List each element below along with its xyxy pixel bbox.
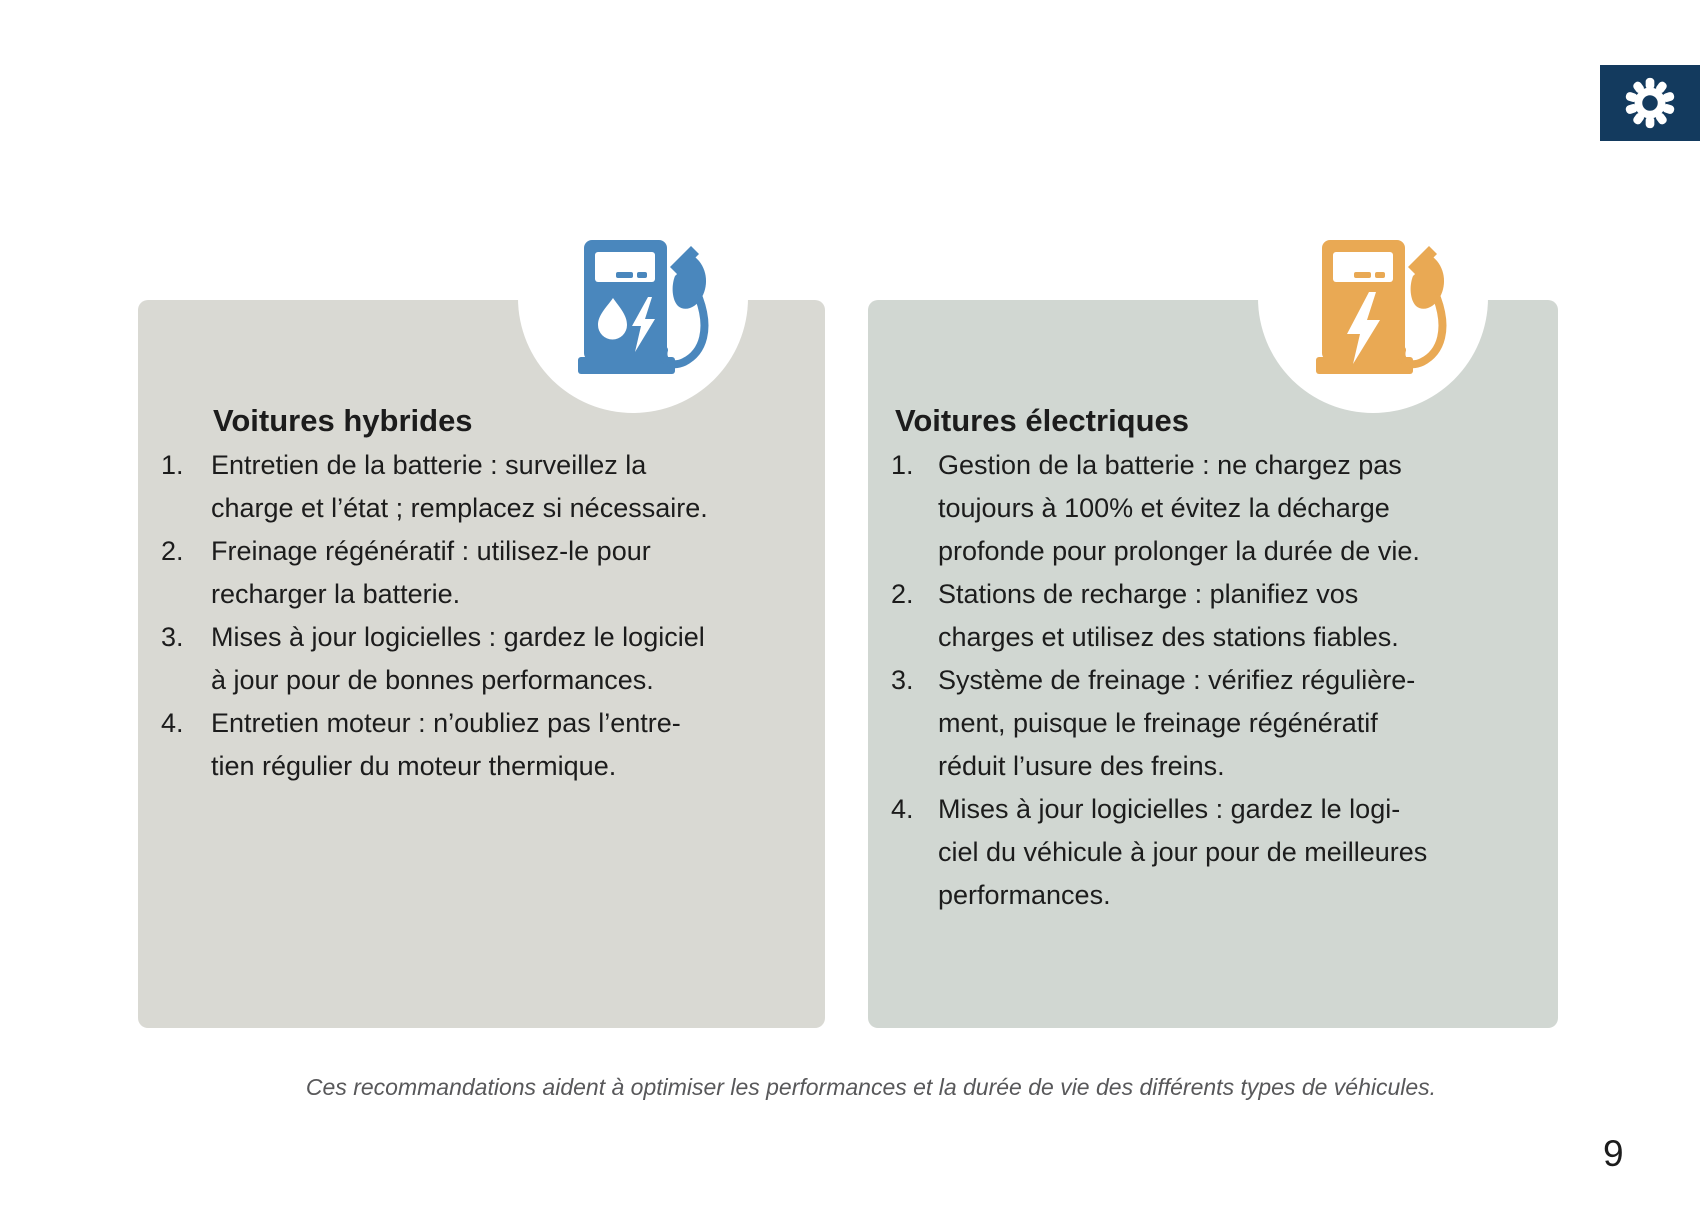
list-item-text: Entretien de la batterie : surveillez la… [211,450,708,523]
list-item-text: Système de freinage : vérifiez régulière… [938,665,1416,781]
list-item: 2. Freinage régénératif : utilisez-le pou… [161,530,708,616]
hybrid-card [138,300,825,1028]
electric-card [868,300,1558,1028]
list-item-number: 3. [891,665,914,695]
list-item: 4. Entretien moteur : n’oubliez pas l’ent… [161,702,708,788]
list-item-text: Mises à jour logicielles : gardez le log… [211,622,705,695]
list-item-text: Entretien moteur : n’oubliez pas l’entre… [211,708,681,781]
hybrid-card-title: Voitures hybrides [213,402,473,438]
list-item: 3. Système de freinage : vérifiez réguliè… [891,659,1427,788]
list-item-number: 1. [891,450,914,480]
gear-icon [1625,77,1675,129]
electric-charging-pump-icon [1316,240,1447,374]
footer-note: Ces recommandations aident à optimiser l… [305,1074,1437,1100]
list-item: 4. Mises à jour logicielles : gardez le l… [891,788,1427,917]
list-item-number: 4. [891,794,914,824]
list-item-number: 3. [161,622,184,652]
electric-tips-list: 1. Gestion de la batterie : ne chargez pa… [891,444,1427,917]
list-item: 3. Mises à jour logicielles : gardez le l… [161,616,708,702]
list-item-text: Freinage régénératif : utilisez-le pour r… [211,536,651,609]
list-item: 1. Entretien de la batterie : surveillez … [161,444,708,530]
hybrid-tips-list: 1. Entretien de la batterie : surveillez … [161,444,708,788]
page-number: 9 [1603,1133,1624,1174]
hybrid-fuel-pump-icon [578,240,709,374]
list-item: 1. Gestion de la batterie : ne chargez pa… [891,444,1427,573]
list-item-text: Mises à jour logicielles : gardez le log… [938,794,1428,910]
list-item-text: Stations de recharge : planifiez vos char… [938,579,1399,652]
list-item-number: 1. [161,450,184,480]
list-item-number: 2. [161,536,184,566]
list-item-number: 2. [891,579,914,609]
electric-card-title: Voitures électriques [895,402,1190,438]
list-item: 2. Stations de recharge : planifiez vos ch… [891,573,1427,659]
list-item-number: 4. [161,708,184,738]
list-item-text: Gestion de la batterie : ne chargez pas t… [938,450,1420,566]
settings-button[interactable] [1600,65,1700,141]
